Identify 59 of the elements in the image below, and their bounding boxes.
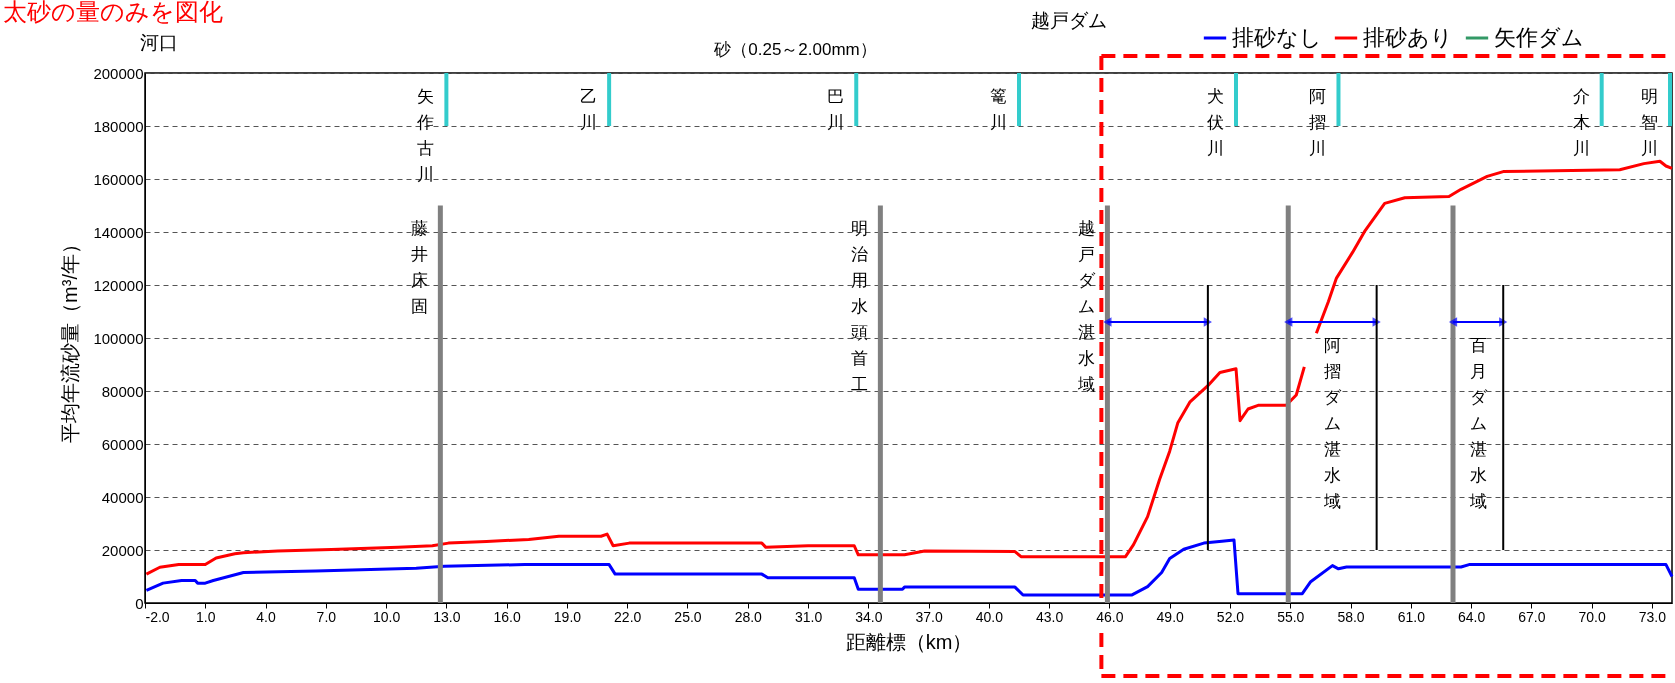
chart-title: 太砂の量のみを図化 (3, 0, 223, 25)
x-tick-label: 4.0 (256, 608, 276, 625)
x-tick-label: 40.0 (975, 608, 1004, 625)
x-tick-label: 61.0 (1397, 608, 1426, 625)
x-tick-label: -2.0 (145, 608, 170, 625)
ref-line-label: 藤井床固 (411, 218, 429, 316)
y-tick-label: 160000 (93, 170, 144, 188)
x-tick-label: 64.0 (1457, 608, 1486, 625)
y-tick-label: 80000 (101, 382, 144, 400)
legend-label: 矢作ダム (1494, 25, 1584, 50)
x-tick-label: 67.0 (1518, 608, 1546, 625)
x-tick-label: 16.0 (493, 608, 521, 625)
y-tick-label: 200000 (93, 64, 144, 82)
ref-line-label: 明治用水頭首工 (851, 218, 869, 394)
x-axis-title: 距離標（km） (845, 630, 973, 653)
y-tick-label: 100000 (93, 329, 144, 347)
ref-line-label: 篭川 (990, 86, 1008, 132)
ref-line-label: 矢作古川 (416, 86, 435, 184)
y-tick-label: 20000 (101, 541, 144, 559)
chart-subtitle: 砂（0.25～2.00mm） (713, 40, 877, 59)
x-tick-label: 28.0 (734, 608, 763, 625)
x-tick-label: 55.0 (1277, 608, 1305, 625)
y-tick-label: 180000 (93, 117, 144, 135)
x-tick-label: 34.0 (855, 608, 883, 625)
x-tick-label: 70.0 (1578, 608, 1606, 625)
x-tick-label: 43.0 (1036, 608, 1064, 625)
legend-label: 排砂なし (1232, 25, 1322, 50)
y-axis-title: 平均年流砂量（m³/年） (59, 234, 82, 443)
x-tick-label: 31.0 (794, 608, 823, 625)
ref-line-label: 巴川 (827, 86, 845, 132)
ref-line-label: 越戸ダム湛水域 (1077, 218, 1097, 394)
ref-line-label: 介木川 (1572, 86, 1590, 158)
x-tick-label: 49.0 (1156, 608, 1185, 625)
x-tick-label: 73.0 (1638, 608, 1667, 625)
ref-line-label: 犬伏川 (1207, 86, 1224, 158)
x-tick-label: 22.0 (614, 608, 642, 625)
ref-line-label: 乙川 (580, 86, 598, 132)
y-tick-label: 0 (135, 594, 144, 612)
x-tick-label: 7.0 (316, 608, 337, 625)
x-tick-label: 58.0 (1337, 608, 1365, 625)
y-tick-label: 120000 (93, 276, 144, 294)
ref-line-label: 明智川 (1640, 86, 1658, 158)
ref-line-label: 百月ダム湛水域 (1468, 336, 1488, 511)
x-tick-label: 52.0 (1216, 608, 1245, 625)
x-tick-label: 10.0 (372, 608, 401, 625)
x-tick-label: 37.0 (915, 608, 943, 625)
y-tick-label: 140000 (93, 223, 144, 241)
ref-line-label: 阿摺ダム湛水域 (1322, 336, 1342, 511)
y-tick-label: 40000 (101, 488, 144, 506)
text: 河口 (140, 32, 178, 53)
y-tick-label: 60000 (101, 435, 144, 453)
x-tick-label: 19.0 (553, 608, 582, 625)
x-tick-label: 1.0 (196, 608, 216, 625)
x-tick-label: 46.0 (1096, 608, 1124, 625)
ref-line-label: 阿摺川 (1309, 86, 1327, 158)
text: 越戸ダム (1030, 10, 1107, 31)
legend-label: 排砂あり (1363, 25, 1453, 50)
x-tick-label: 25.0 (674, 608, 702, 625)
x-tick-label: 13.0 (433, 608, 461, 625)
